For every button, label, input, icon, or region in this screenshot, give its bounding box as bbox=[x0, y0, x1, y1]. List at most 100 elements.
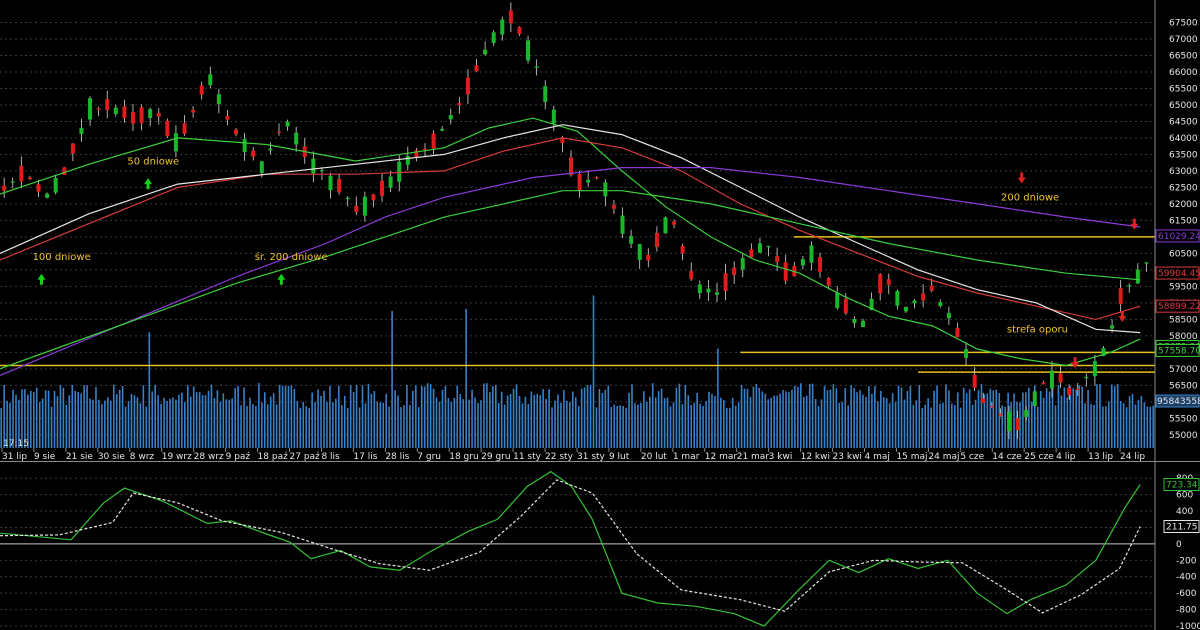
time-label: 17:15 bbox=[3, 439, 29, 449]
volume-bar bbox=[808, 384, 811, 448]
volume-bar bbox=[805, 395, 808, 448]
candle-body bbox=[1075, 388, 1080, 391]
candle-body bbox=[792, 265, 797, 277]
candle-body bbox=[783, 262, 788, 281]
candle-body bbox=[148, 109, 153, 119]
x-tick-label: 24 lip bbox=[1120, 452, 1145, 462]
candle-body bbox=[70, 143, 75, 154]
volume-bar bbox=[859, 390, 861, 448]
volume-bar bbox=[888, 403, 891, 448]
volume-bar bbox=[885, 398, 888, 448]
candle-body bbox=[10, 181, 15, 183]
volume-bar bbox=[788, 392, 790, 448]
volume-bar bbox=[456, 385, 459, 448]
volume-bar bbox=[320, 395, 322, 448]
volume-bar bbox=[426, 383, 429, 448]
volume-bar bbox=[459, 394, 462, 448]
candle-body bbox=[861, 320, 866, 328]
volume-bar bbox=[797, 386, 799, 448]
y-tick-label: 65000 bbox=[1169, 101, 1198, 111]
candle-body bbox=[895, 291, 900, 306]
candle-body bbox=[757, 243, 762, 253]
volume-bar bbox=[663, 398, 666, 448]
volume-bar bbox=[1078, 385, 1080, 448]
y-tick-label: 58500 bbox=[1169, 315, 1198, 325]
volume-bar bbox=[258, 383, 260, 448]
volume-bar bbox=[382, 402, 385, 448]
date-strip-divider bbox=[0, 461, 1200, 462]
volume-bar bbox=[613, 404, 616, 448]
x-tick-label: 4 maj bbox=[865, 452, 890, 462]
volume-bar bbox=[1031, 402, 1033, 448]
y-tick-label: 56500 bbox=[1169, 381, 1198, 391]
volume-bar bbox=[820, 399, 823, 448]
x-tick-label: 22 sty bbox=[545, 452, 574, 462]
candle-body bbox=[448, 115, 453, 120]
volume-bar bbox=[1110, 384, 1113, 448]
volume-bar bbox=[965, 393, 968, 448]
candle-body bbox=[1144, 262, 1149, 264]
volume-bar bbox=[12, 389, 14, 448]
volume-bar bbox=[489, 392, 491, 448]
volume-bar bbox=[38, 401, 41, 448]
x-tick-label: 30 sie bbox=[98, 452, 126, 462]
candle-body bbox=[740, 258, 745, 270]
volume-bar bbox=[518, 395, 521, 448]
volume-bar bbox=[800, 383, 802, 448]
oscillator-y-tick-label: -1000 bbox=[1176, 622, 1200, 630]
volume-bar bbox=[1125, 407, 1128, 448]
volume-bar bbox=[619, 405, 621, 448]
volume-bar bbox=[293, 388, 296, 448]
candle-body bbox=[1007, 411, 1012, 432]
volume-bar bbox=[415, 385, 417, 448]
x-tick-label: 3 kwi bbox=[769, 452, 793, 462]
volume-bar bbox=[296, 401, 299, 448]
volume-bar bbox=[678, 383, 681, 448]
candle-body bbox=[156, 112, 161, 117]
volume-bar bbox=[660, 388, 663, 448]
volume-bar bbox=[998, 393, 1001, 448]
candle-body bbox=[45, 193, 50, 198]
volume-bar bbox=[509, 394, 512, 448]
candle-body bbox=[697, 284, 702, 294]
volume-bar bbox=[696, 392, 698, 448]
volume-bar bbox=[1001, 405, 1003, 448]
volume-bar bbox=[1113, 386, 1116, 448]
volume-bar bbox=[776, 395, 778, 448]
x-tick-label: 9 sie bbox=[34, 452, 56, 462]
volume-bar bbox=[1063, 387, 1066, 448]
candle-body bbox=[474, 65, 479, 72]
x-tick-label: 12 kwi bbox=[801, 452, 830, 462]
oscillator-value-label: 211.75 bbox=[1166, 522, 1198, 532]
moving-average-line bbox=[0, 167, 1141, 376]
volume-bar bbox=[539, 395, 541, 448]
volume-bar bbox=[936, 385, 938, 448]
volume-bar bbox=[882, 397, 885, 448]
x-tick-label: 8 wrz bbox=[130, 452, 155, 462]
volume-bar bbox=[628, 392, 630, 448]
volume-bar bbox=[530, 391, 533, 448]
oscillator-value-label: 723.34 bbox=[1166, 481, 1198, 491]
volume-bar bbox=[841, 402, 844, 448]
volume-bar bbox=[527, 403, 530, 448]
volume-bar bbox=[983, 394, 986, 448]
volume-bar bbox=[1010, 402, 1012, 448]
volume-bar bbox=[545, 398, 547, 448]
volume-bar bbox=[577, 406, 580, 448]
volume-bar bbox=[1039, 390, 1042, 448]
volume-bar bbox=[942, 402, 944, 448]
volume-bar bbox=[651, 383, 654, 448]
x-tick-label: 12 mar bbox=[705, 452, 738, 462]
volume-bar bbox=[595, 407, 598, 448]
volume-bar bbox=[640, 402, 642, 448]
volume-bar bbox=[358, 407, 361, 448]
volume-bar bbox=[352, 392, 355, 448]
volume-bar bbox=[571, 391, 574, 448]
volume-bar bbox=[752, 386, 755, 448]
volume-bar bbox=[847, 405, 849, 448]
candle-body bbox=[921, 293, 926, 301]
y-tick-label: 55000 bbox=[1169, 431, 1198, 441]
volume-bar bbox=[172, 397, 174, 448]
volume-bar bbox=[720, 397, 722, 448]
value-label: 58899.22 bbox=[1158, 302, 1200, 312]
